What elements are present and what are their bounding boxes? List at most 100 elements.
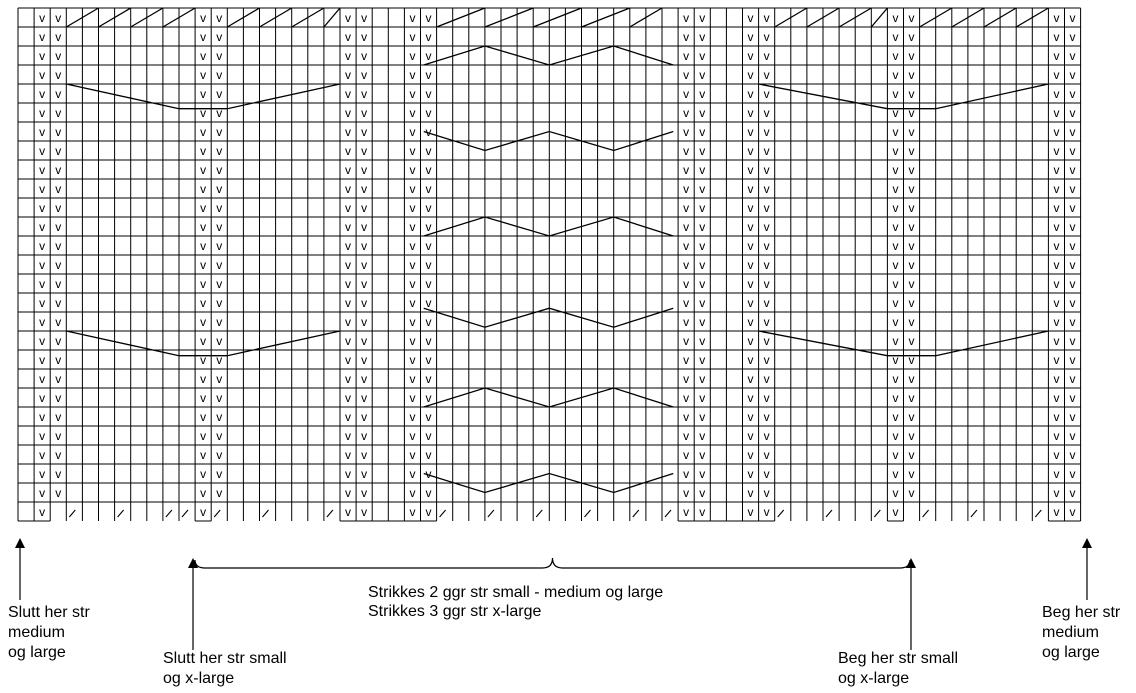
stitch-v: v	[216, 201, 222, 215]
stitch-v: v	[200, 144, 206, 158]
top-diagonal	[226, 7, 260, 28]
stitch-v: v	[1053, 429, 1059, 443]
stitch-v: v	[216, 277, 222, 291]
stitch-v: v	[361, 315, 367, 329]
stitch-v: v	[1053, 30, 1059, 44]
stitch-v: v	[1070, 410, 1076, 424]
stitch-v: v	[748, 106, 754, 120]
stitch-v: v	[39, 296, 45, 310]
stitch-v: v	[892, 486, 898, 500]
slutt-medium-line2: medium	[8, 624, 65, 641]
stitch-v: v	[409, 448, 415, 462]
stitch-v: v	[1053, 505, 1059, 519]
stitch-v: v	[55, 87, 61, 101]
top-diagonal	[65, 7, 99, 28]
stitch-v: v	[892, 239, 898, 253]
chart-grid	[17, 7, 1082, 522]
stitch-v: v	[748, 258, 754, 272]
stitch-v: v	[216, 49, 222, 63]
stitch-v: v	[409, 182, 415, 196]
stitch-v: v	[361, 277, 367, 291]
stitch-v: v	[1053, 49, 1059, 63]
stitch-v: v	[748, 429, 754, 443]
stitch-v: v	[361, 30, 367, 44]
stitch-v: v	[409, 372, 415, 386]
stitch-v: v	[409, 106, 415, 120]
stitch-v: v	[892, 296, 898, 310]
stitch-v: v	[748, 277, 754, 291]
stitch-v: v	[764, 391, 770, 405]
stitch-v: v	[1070, 505, 1076, 519]
stitch-v: v	[426, 106, 432, 120]
stitch-v: v	[683, 182, 689, 196]
stitch-v: v	[55, 429, 61, 443]
stitch-v: v	[216, 11, 222, 25]
stitch-v: v	[909, 372, 915, 386]
top-diagonal	[838, 7, 872, 28]
stitch-v: v	[764, 334, 770, 348]
stitch-v: v	[748, 334, 754, 348]
stitch-v: v	[909, 334, 915, 348]
stitch-v: v	[345, 429, 351, 443]
stitch-v: v	[909, 429, 915, 443]
stitch-v: v	[683, 353, 689, 367]
stitch-v: v	[200, 258, 206, 272]
beg-medium-line1: Beg her str	[1042, 604, 1121, 621]
stitch-v: v	[426, 315, 432, 329]
top-diagonal	[951, 7, 985, 28]
stitch-symbols: v v v v v v v v v v v v v v v vv v v v v v v v v v v v v v v vv v v v v v v v…	[39, 11, 1075, 519]
stitch-v: v	[748, 505, 754, 519]
top-diagonal	[629, 7, 663, 28]
stitch-v: v	[426, 277, 432, 291]
repeat-note-line1: Strikkes 2 ggr str small - medium og lar…	[368, 584, 663, 601]
top-diagonal	[484, 7, 534, 28]
stitch-v: v	[39, 258, 45, 272]
stitch-v: v	[909, 125, 915, 139]
stitch-v: v	[55, 201, 61, 215]
stitch-v: v	[361, 163, 367, 177]
stitch-v: v	[1053, 448, 1059, 462]
stitch-v: v	[55, 144, 61, 158]
stitch-v: v	[1053, 258, 1059, 272]
stitch-v: v	[409, 334, 415, 348]
stitch-v: v	[748, 220, 754, 234]
stitch-v: v	[345, 11, 351, 25]
stitch-v: v	[345, 125, 351, 139]
stitch-v: v	[345, 239, 351, 253]
center-cable	[423, 472, 674, 494]
stitch-v: v	[909, 239, 915, 253]
top-diagonal	[870, 7, 888, 28]
stitch-v: v	[1070, 68, 1076, 82]
decrease-slash	[970, 509, 978, 518]
stitch-v: v	[892, 182, 898, 196]
stitch-v: v	[216, 486, 222, 500]
stitch-v: v	[39, 505, 45, 519]
stitch-v: v	[748, 163, 754, 177]
stitch-v: v	[55, 182, 61, 196]
stitch-v: v	[409, 68, 415, 82]
stitch-v: v	[55, 277, 61, 291]
stitch-v: v	[409, 239, 415, 253]
stitch-v: v	[361, 68, 367, 82]
stitch-v: v	[361, 220, 367, 234]
top-diagonal	[806, 7, 840, 28]
stitch-v: v	[55, 486, 61, 500]
stitch-v: v	[409, 163, 415, 177]
stitch-v: v	[892, 429, 898, 443]
stitch-v: v	[426, 353, 432, 367]
stitch-v: v	[200, 220, 206, 234]
stitch-v: v	[200, 11, 206, 25]
stitch-v: v	[216, 467, 222, 481]
arrow-slutt-medium-head	[15, 538, 25, 548]
stitch-v: v	[216, 182, 222, 196]
stitch-v: v	[426, 87, 432, 101]
stitch-v: v	[345, 334, 351, 348]
stitch-v: v	[345, 182, 351, 196]
stitch-v: v	[909, 467, 915, 481]
stitch-v: v	[216, 163, 222, 177]
stitch-v: v	[39, 239, 45, 253]
stitch-v: v	[909, 391, 915, 405]
stitch-v: v	[345, 258, 351, 272]
decrease-slash	[873, 509, 881, 518]
stitch-v: v	[748, 68, 754, 82]
